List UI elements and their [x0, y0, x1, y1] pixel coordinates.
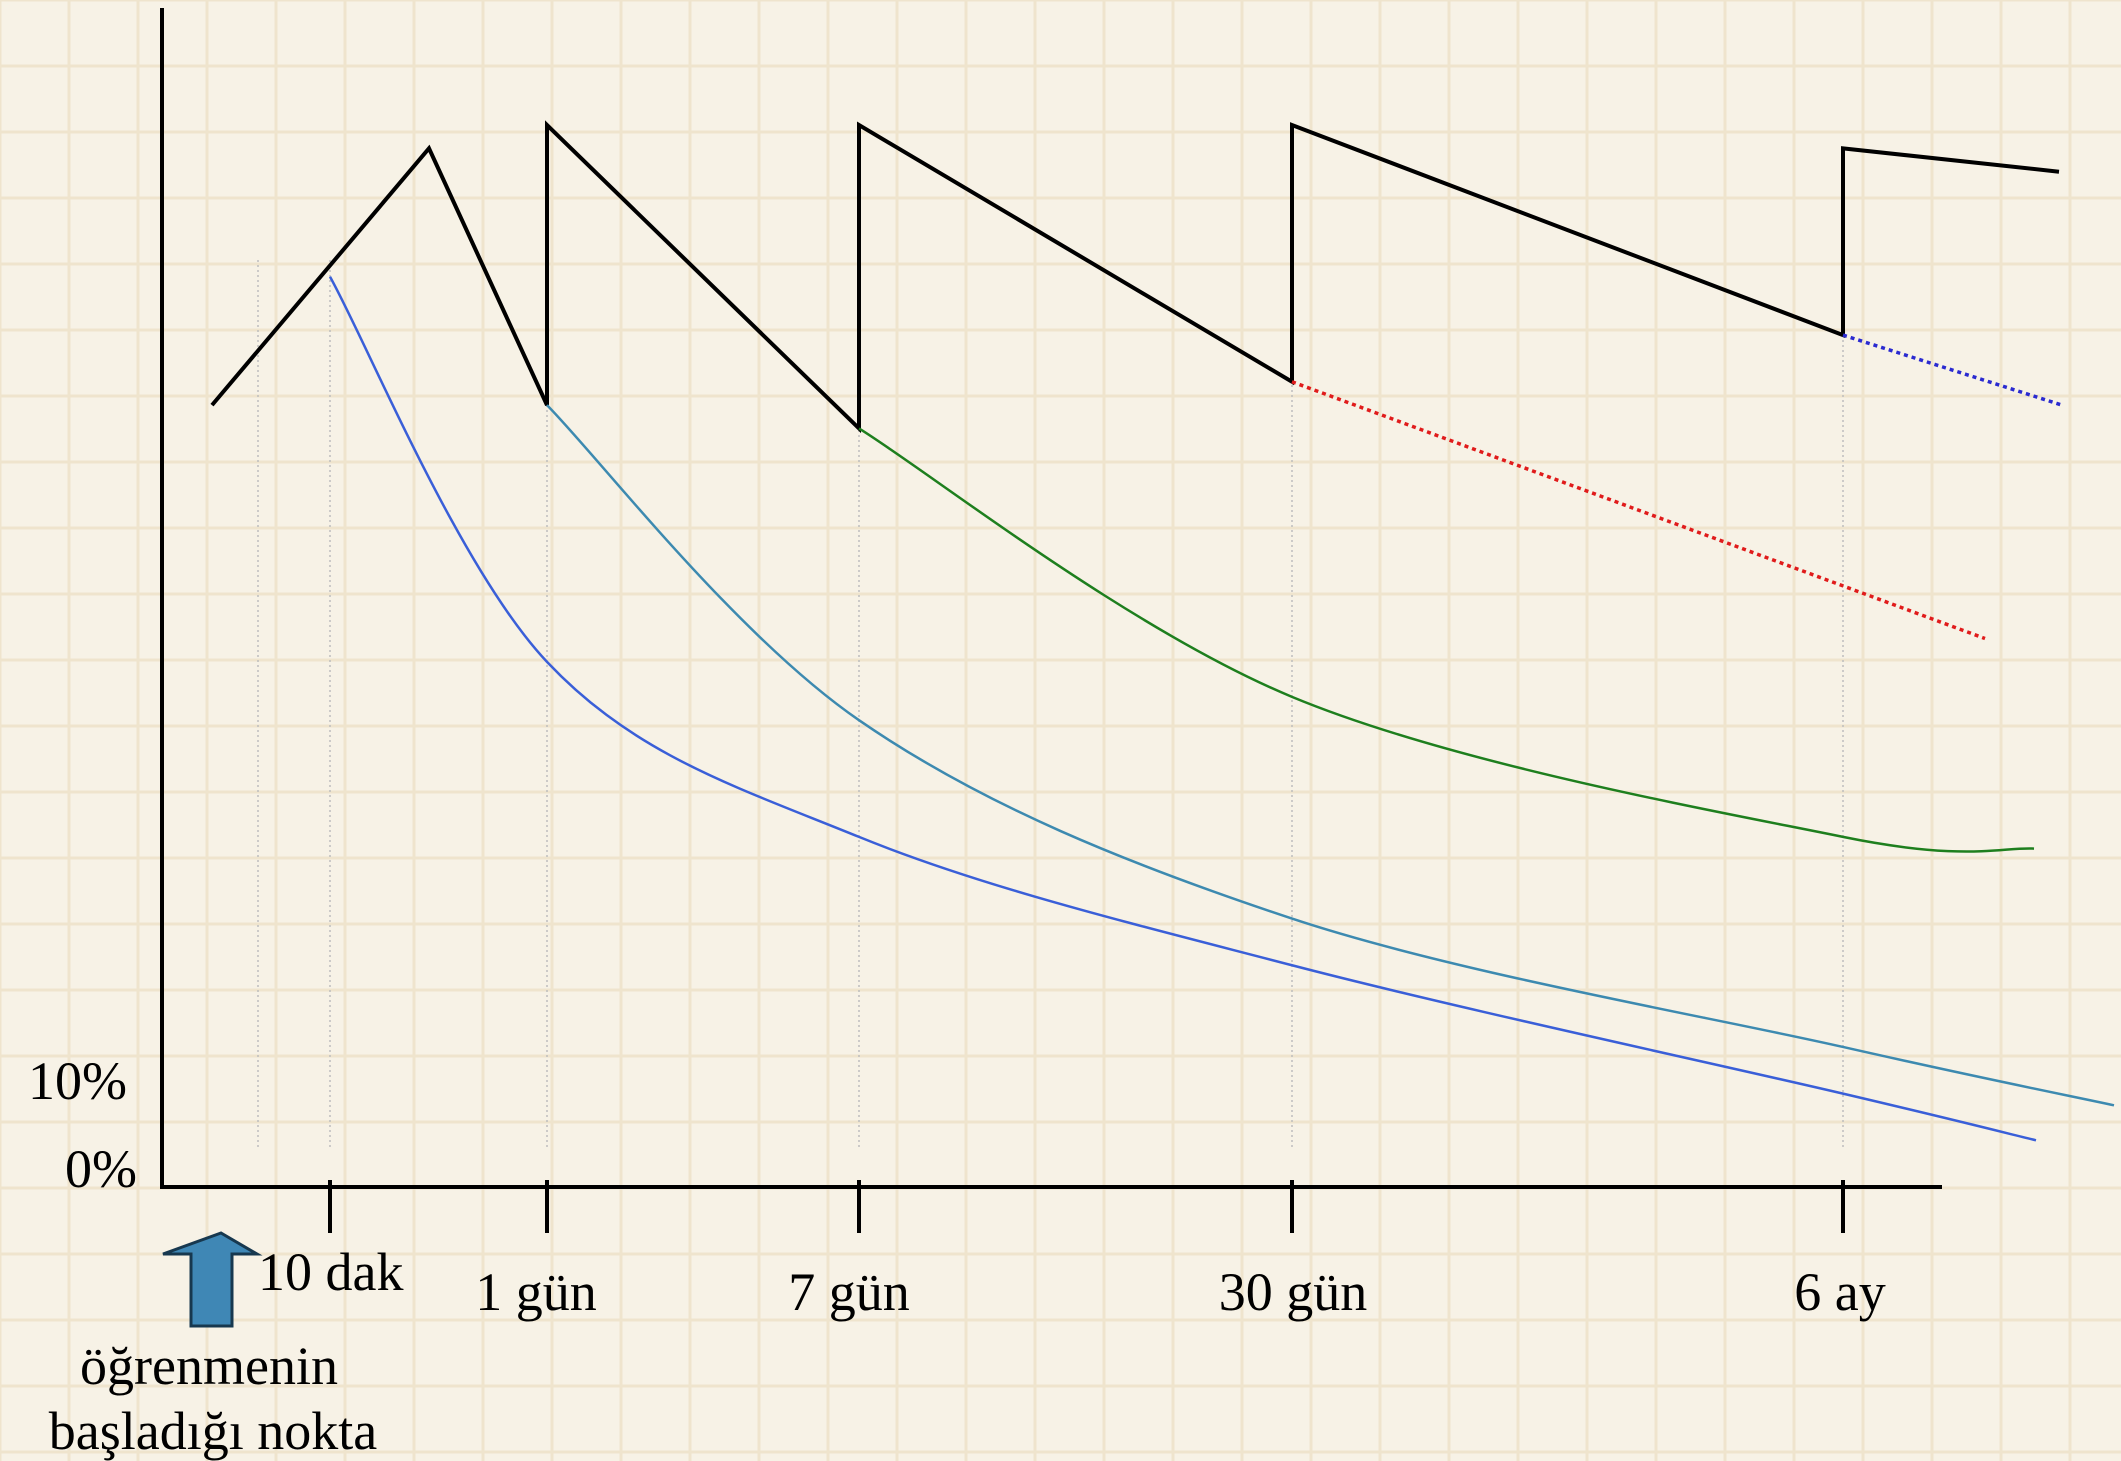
series-line-1: [328, 276, 2037, 1142]
x-tick-label-6ay: 6 ay: [1794, 1262, 1885, 1322]
start-arrow-icon: [162, 1231, 263, 1328]
x-tick-label-1gun: 1 gün: [475, 1262, 597, 1322]
series-layer: [210, 120, 2115, 1142]
series-line-2: [546, 404, 2115, 1107]
series-line-4: [1291, 380, 1986, 641]
x-tick-label-7gun: 7 gün: [788, 1262, 910, 1322]
x-tick-label-10dak: 10 dak: [258, 1242, 403, 1302]
start-label-line-2: başladığı nokta: [49, 1401, 377, 1461]
guide-lines: [257, 260, 1844, 1150]
series-line-5: [1842, 333, 2063, 407]
x-tick-label-30gun: 30 gün: [1219, 1262, 1368, 1322]
axes: [160, 8, 1942, 1233]
y-tick-label-10: 10%: [28, 1051, 127, 1111]
series-line-0: [210, 120, 2060, 434]
start-label-line-1: öğrenmenin: [80, 1336, 338, 1396]
series-line-3: [858, 427, 2035, 853]
y-tick-label-0: 0%: [65, 1139, 137, 1199]
